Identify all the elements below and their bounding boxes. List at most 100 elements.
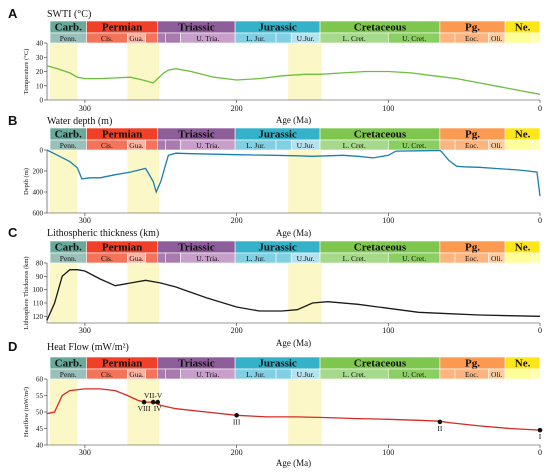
epoch-box <box>535 139 541 151</box>
epoch-label: L. Jur. <box>246 370 265 379</box>
epoch-label: U. Tria. <box>196 370 219 379</box>
epoch-box <box>532 139 537 151</box>
epoch-box <box>504 139 533 151</box>
x-tick-label: 200 <box>231 104 243 113</box>
period-label-tria: Triassic <box>178 358 215 370</box>
y-tick-label: 0 <box>40 97 44 105</box>
epoch-label: Penn. <box>60 141 77 150</box>
epoch-label: U. Tria. <box>196 141 219 150</box>
panel-title-B: Water depth (m) <box>47 116 112 127</box>
highlight-band <box>127 43 160 100</box>
y-tick-label: 40 <box>36 40 44 48</box>
epoch-box <box>275 252 292 264</box>
epoch-label: L. Jur. <box>246 254 265 263</box>
epoch-label: L. Jur. <box>246 141 265 150</box>
epoch-label: U.Jur. <box>297 141 315 150</box>
y-tick-label: 60 <box>36 376 44 384</box>
epoch-label: Gua. <box>129 141 143 150</box>
data-point <box>150 399 156 405</box>
epoch-box <box>532 32 537 44</box>
epoch-label: U. Cret. <box>402 141 426 150</box>
epoch-label: Eoc. <box>465 141 479 150</box>
x-axis-label: Age (Ma) <box>276 228 311 238</box>
y-tick-label: 0 <box>40 147 44 155</box>
period-label-perm: Permian <box>102 358 142 370</box>
epoch-box <box>532 252 537 264</box>
epoch-label: Penn. <box>60 34 77 43</box>
y-tick-label: 30 <box>36 54 44 62</box>
panel-title-A: SWTI (°C) <box>47 9 91 20</box>
highlight-band <box>127 263 160 323</box>
period-label-carb: Carb. <box>55 129 82 141</box>
data-line-D <box>46 388 541 431</box>
epoch-label: U.Jur. <box>297 370 315 379</box>
epoch-label: U.Jur. <box>297 254 315 263</box>
epoch-box <box>504 368 533 380</box>
epoch-box <box>157 368 166 380</box>
epoch-label: U. Cret. <box>402 254 426 263</box>
highlight-band <box>288 150 322 213</box>
period-label-carb: Carb. <box>55 22 82 34</box>
period-label-tria: Triassic <box>178 242 215 254</box>
x-tick-label: 100 <box>382 104 394 113</box>
period-label-ne: Ne. <box>515 129 531 141</box>
epoch-box <box>145 368 159 380</box>
point-label: I <box>539 432 542 441</box>
panel-label-C: C <box>8 225 18 240</box>
period-label-pg: Pg. <box>465 242 480 254</box>
x-tick-label: 100 <box>382 326 394 335</box>
period-label-jura: Jurassic <box>258 358 297 370</box>
epoch-label: L. Jur. <box>246 34 265 43</box>
y-tick-label: 55 <box>36 392 44 400</box>
x-tick-label: 0 <box>538 104 542 113</box>
epoch-label: Oli. <box>491 254 503 263</box>
epoch-label: Cis. <box>101 141 113 150</box>
x-tick-label: 100 <box>382 448 394 457</box>
point-label: IV <box>154 404 162 413</box>
period-label-carb: Carb. <box>55 358 82 370</box>
epoch-box <box>165 252 181 264</box>
epoch-label: U. Tria. <box>196 34 219 43</box>
period-label-pg: Pg. <box>465 129 480 141</box>
period-label-tria: Triassic <box>178 129 215 141</box>
epoch-box <box>535 32 541 44</box>
epoch-box <box>535 368 541 380</box>
epoch-label: Eoc. <box>465 34 479 43</box>
x-tick-label: 0 <box>538 448 542 457</box>
epoch-label: Oli. <box>491 34 503 43</box>
y-axis-label: Depth (m) <box>23 168 30 195</box>
epoch-box <box>275 32 292 44</box>
data-point <box>234 413 239 418</box>
epoch-box <box>535 252 541 264</box>
period-label-ne: Ne. <box>515 358 531 370</box>
highlight-band <box>288 263 322 323</box>
highlight-band <box>50 263 78 323</box>
data-point <box>537 427 543 433</box>
period-label-ne: Ne. <box>515 22 531 34</box>
highlight-band <box>127 150 160 213</box>
panel-title-C: Lithospheric thickness (km) <box>47 228 159 239</box>
data-point <box>155 399 161 405</box>
period-label-ne: Ne. <box>515 242 531 254</box>
x-axis-label: Age (Ma) <box>276 458 311 468</box>
panel-label-D: D <box>8 339 17 354</box>
x-tick-label: 0 <box>538 326 542 335</box>
data-line-A <box>46 65 541 95</box>
y-tick-label: 10 <box>36 82 44 90</box>
panel-label-A: A <box>8 6 18 21</box>
x-tick-label: 300 <box>79 326 91 335</box>
period-label-cret: Cretaceous <box>354 129 407 141</box>
epoch-label: Oli. <box>491 370 503 379</box>
epoch-box <box>275 139 292 151</box>
epoch-label: U. Cret. <box>402 34 426 43</box>
period-label-jura: Jurassic <box>258 22 297 34</box>
epoch-box <box>145 139 159 151</box>
point-label: VII-V <box>144 391 163 400</box>
data-point <box>437 419 443 425</box>
highlight-band <box>50 150 78 213</box>
period-label-jura: Jurassic <box>258 242 297 254</box>
epoch-label: Penn. <box>60 370 77 379</box>
epoch-box <box>157 139 166 151</box>
period-label-cret: Cretaceous <box>354 242 407 254</box>
